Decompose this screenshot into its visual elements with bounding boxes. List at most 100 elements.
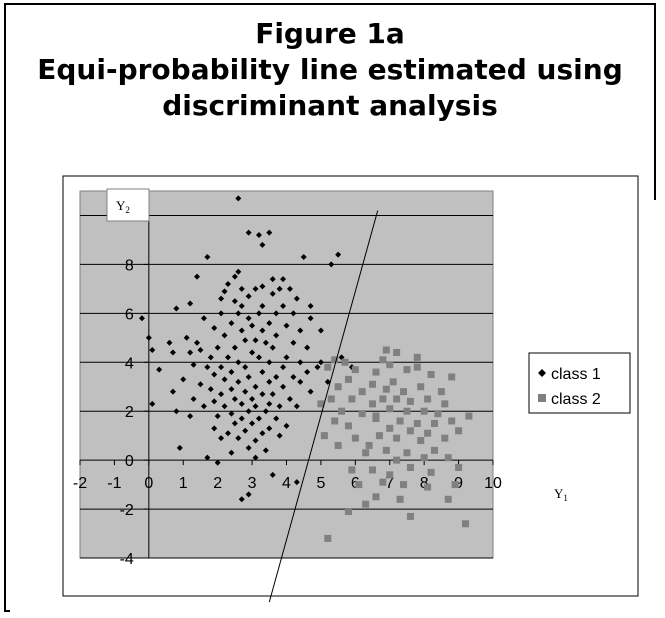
y-tick-label: 8 [125, 257, 134, 274]
point-class-1 [249, 420, 256, 427]
point-class-1 [211, 325, 218, 332]
point-class-1 [262, 339, 269, 346]
point-class-2 [379, 395, 387, 403]
point-class-2 [455, 463, 463, 471]
point-class-1 [221, 288, 228, 295]
x-tick-label: 5 [316, 475, 325, 492]
point-class-2 [358, 410, 366, 418]
y-tick-label: 0 [125, 453, 134, 470]
point-class-1 [283, 322, 290, 329]
point-class-2 [413, 353, 421, 361]
point-class-1 [235, 268, 242, 275]
legend: class 1 class 2 [528, 352, 631, 414]
y-tick-label: -4 [120, 551, 134, 568]
y-tick-label: 6 [125, 306, 134, 323]
point-class-1 [252, 437, 259, 444]
point-class-1 [252, 454, 259, 461]
point-class-1 [276, 403, 283, 410]
point-class-1 [218, 310, 225, 317]
point-class-1 [242, 337, 249, 344]
point-class-1 [204, 364, 211, 371]
point-class-2 [317, 400, 325, 408]
point-class-1 [255, 310, 262, 317]
point-class-1 [266, 359, 273, 366]
x-axis-title: Y1 [554, 486, 568, 503]
y-tick-label: 4 [125, 355, 134, 372]
point-class-1 [235, 378, 242, 385]
point-class-2 [400, 388, 408, 396]
point-class-1 [307, 302, 314, 309]
point-class-1 [259, 430, 266, 437]
point-class-2 [417, 383, 425, 391]
y-axis-title: Y2 [116, 198, 130, 215]
point-class-1 [259, 391, 266, 398]
point-class-1 [269, 290, 276, 297]
point-class-1 [273, 415, 280, 422]
point-class-1 [255, 232, 262, 239]
point-class-2 [386, 471, 394, 479]
point-class-1 [262, 408, 269, 415]
point-class-1 [194, 273, 201, 280]
point-class-2 [441, 400, 449, 408]
point-class-2 [403, 366, 411, 374]
point-class-2 [424, 395, 432, 403]
point-class-1 [242, 388, 249, 395]
point-class-1 [300, 254, 307, 261]
point-class-1 [307, 388, 314, 395]
point-class-2 [403, 407, 411, 415]
point-class-2 [420, 454, 428, 462]
point-class-1 [214, 459, 221, 466]
point-class-2 [406, 463, 414, 471]
point-class-2 [437, 388, 445, 396]
point-class-1 [200, 403, 207, 410]
point-class-1 [218, 435, 225, 442]
point-class-2 [348, 466, 356, 474]
point-class-1 [211, 371, 218, 378]
point-class-1 [245, 293, 252, 300]
point-class-1 [245, 373, 252, 380]
point-class-2 [372, 412, 380, 420]
title-line-2: Equi-probability line estimated using [37, 53, 623, 86]
point-class-2 [448, 373, 456, 381]
point-class-1 [283, 422, 290, 429]
point-class-1 [197, 347, 204, 354]
point-class-1 [228, 320, 235, 327]
point-class-1 [194, 339, 201, 346]
point-class-2 [386, 424, 394, 432]
point-class-2 [420, 407, 428, 415]
point-class-1 [255, 415, 262, 422]
point-class-2 [344, 508, 352, 516]
point-class-1 [156, 366, 163, 373]
point-class-2 [369, 400, 377, 408]
point-class-2 [396, 495, 404, 503]
point-class-1 [180, 376, 187, 383]
point-class-1 [197, 381, 204, 388]
point-class-2 [369, 380, 377, 388]
point-class-2 [406, 397, 414, 405]
legend-marker-class-1 [538, 369, 546, 377]
title-line-3: discriminant analysis [162, 89, 498, 122]
point-class-2 [417, 437, 425, 445]
point-class-1 [218, 295, 225, 302]
point-class-2 [393, 395, 401, 403]
legend-label-class-2: class 2 [551, 391, 601, 408]
point-class-2 [465, 412, 473, 420]
point-class-1 [304, 344, 311, 351]
point-class-1 [276, 432, 283, 439]
point-class-2 [331, 356, 339, 364]
point-class-2 [430, 419, 438, 427]
point-class-2 [413, 419, 421, 427]
point-class-1 [149, 400, 156, 407]
point-class-2 [382, 446, 390, 454]
point-class-1 [314, 364, 321, 371]
point-class-1 [190, 395, 197, 402]
point-class-1 [228, 410, 235, 417]
series-class-2 [317, 346, 473, 542]
point-class-1 [224, 354, 231, 361]
point-class-2 [386, 361, 394, 369]
point-class-1 [335, 251, 342, 258]
figure-title: Figure 1a Equi-probability line estimate… [6, 16, 654, 124]
point-class-1 [138, 315, 145, 322]
point-class-1 [245, 491, 252, 498]
